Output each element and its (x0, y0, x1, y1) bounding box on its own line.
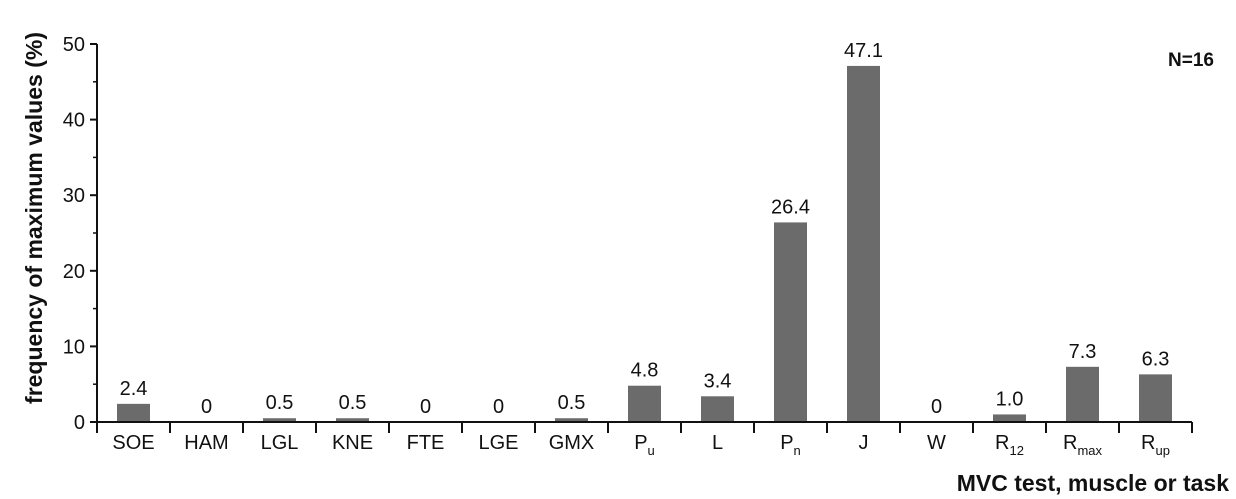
x-tick-label: HAM (184, 432, 228, 454)
x-tick-label-subscript: 12 (1009, 443, 1023, 458)
x-tick-label-subscript: u (648, 443, 655, 458)
x-tick-label: L (712, 432, 723, 454)
bar-value-label: 1.0 (996, 388, 1024, 410)
x-ticks-group: SOE HAM LGL KNE FTE LGE GMX Pu L Pn J W R12 Rmax Rup (112, 422, 1192, 458)
bar (993, 414, 1026, 422)
sample-size-annotation: N=16 (1168, 50, 1214, 71)
y-ticks-group: 0 10 20 30 40 50 (63, 34, 97, 434)
bar-value-label: 26.4 (771, 196, 810, 218)
bar (701, 396, 734, 422)
x-tick-label-subscript: max (1077, 443, 1102, 458)
bar-value-label: 0.5 (266, 392, 294, 414)
bar-value-label: 2.4 (120, 378, 148, 400)
y-tick-label: 0 (74, 412, 85, 434)
bar-value-label: 4.8 (631, 360, 659, 382)
y-tick-label: 40 (63, 110, 85, 132)
x-tick-label: Pu (634, 432, 655, 458)
bar (1139, 374, 1172, 422)
bar-value-label: 7.3 (1069, 341, 1097, 363)
x-tick-label: Rmax (1063, 432, 1103, 458)
x-tick-label: FTE (407, 432, 445, 454)
bar-value-label: 0 (420, 396, 431, 418)
bar-value-label: 6.3 (1142, 348, 1170, 370)
x-tick-label-subscript: n (794, 443, 801, 458)
x-tick-label: Rup (1141, 432, 1170, 458)
y-tick-label: 10 (63, 336, 85, 358)
bar-value-label: 0.5 (558, 392, 586, 414)
y-axis-title: frequency of maximum values (%) (21, 32, 47, 404)
bar (628, 386, 661, 422)
bar-value-label: 0 (201, 396, 212, 418)
y-tick-label: 20 (63, 261, 85, 283)
x-tick-label: LGL (261, 432, 299, 454)
y-tick-label: 30 (63, 185, 85, 207)
x-tick-label: GMX (549, 432, 595, 454)
x-axis-title: MVC test, muscle or task (957, 470, 1229, 496)
x-tick-label: R12 (995, 432, 1024, 458)
x-tick-label: KNE (332, 432, 373, 454)
bar-value-label: 0 (931, 396, 942, 418)
data-labels-group: 2.4 0 0.5 0.5 0 0 0.5 4.8 3.4 26.4 47.1 0 1.0 7.3 6.3 (120, 40, 1170, 418)
bar-value-label: 47.1 (844, 40, 883, 62)
bar (847, 66, 880, 422)
x-tick-label: Pn (780, 432, 801, 458)
bar-value-label: 3.4 (704, 370, 732, 392)
bar (774, 222, 807, 422)
x-tick-label-subscript: up (1155, 443, 1169, 458)
x-tick-label: W (927, 432, 946, 454)
bar-value-label: 0 (493, 396, 504, 418)
bar (1066, 367, 1099, 422)
bar-value-label: 0.5 (339, 392, 367, 414)
x-tick-label: J (859, 432, 869, 454)
bar (117, 404, 150, 422)
x-tick-label: SOE (112, 432, 154, 454)
y-tick-label: 50 (63, 34, 85, 56)
x-tick-label: LGE (478, 432, 518, 454)
